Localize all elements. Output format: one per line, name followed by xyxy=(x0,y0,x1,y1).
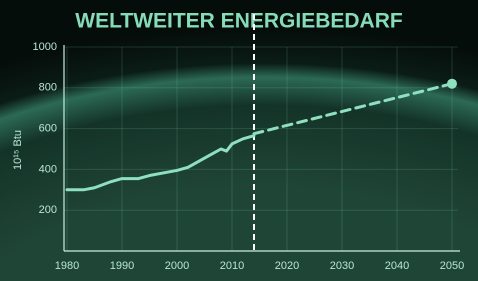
x-tick-label: 2000 xyxy=(165,260,189,272)
y-tick-label: 400 xyxy=(39,163,57,175)
y-tick-label: 800 xyxy=(39,82,57,94)
y-tick-label: 1000 xyxy=(33,41,57,53)
y-tick-label: 600 xyxy=(39,123,57,135)
y-axis-label: 10¹⁵ Btu xyxy=(12,130,24,170)
x-tick-label: 1980 xyxy=(55,260,79,272)
x-tick-label: 2050 xyxy=(440,260,464,272)
x-tick-label: 2040 xyxy=(385,260,409,272)
x-tick-label: 2030 xyxy=(330,260,354,272)
end-marker xyxy=(447,79,457,89)
chart: WELTWEITER ENERGIEBEDARF 10¹⁵ Btu 200 400… xyxy=(0,0,478,281)
x-tick-label: 2010 xyxy=(220,260,244,272)
x-tick-label: 1990 xyxy=(110,260,134,272)
y-tick-label: 200 xyxy=(39,204,57,216)
chart-title: WELTWEITER ENERGIEBEDARF xyxy=(75,10,403,33)
x-tick-label: 2020 xyxy=(275,260,299,272)
